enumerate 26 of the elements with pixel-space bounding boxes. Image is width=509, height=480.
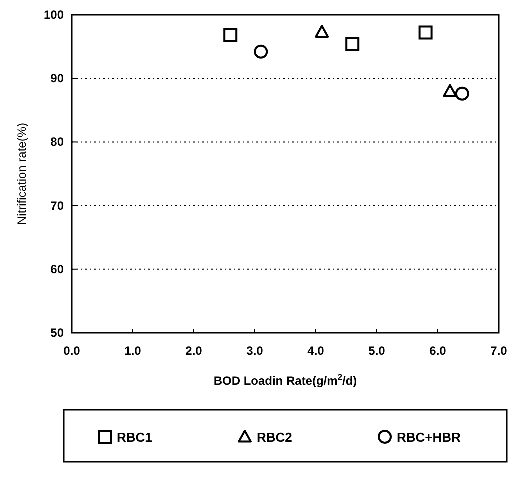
y-tick-label: 90 (50, 72, 64, 86)
point (346, 37, 360, 52)
x-axis-title: BOD Loadin Rate(g/m$^{2}$/d) (214, 372, 358, 388)
point (443, 84, 458, 98)
y-axis-title: Nitrification rate(%) (15, 122, 29, 226)
x-tick-label: 4.0 (308, 344, 325, 358)
y-tick-label: 60 (50, 262, 64, 276)
x-tick-label: 5.0 (368, 344, 386, 358)
point (254, 44, 268, 59)
legend-label: RBC2 (257, 430, 292, 445)
x-tick-label: 7.0 (490, 344, 508, 358)
x-tick-label: 3.0 (246, 344, 264, 358)
x-tick-label: 2.0 (186, 344, 203, 358)
legend-label: RBC+HBR (397, 430, 462, 445)
x-tick-label: 6.0 (430, 344, 447, 358)
point (224, 28, 238, 42)
y-tick-label: 100 (44, 8, 64, 22)
x-tick-label: 1.0 (124, 344, 142, 358)
legend-label: RBC1 (117, 430, 152, 445)
point (315, 25, 330, 38)
point (455, 86, 470, 101)
y-tick-label: 50 (50, 326, 64, 340)
y-tick-label: 80 (50, 135, 64, 150)
point (418, 26, 433, 40)
y-tick-label: 70 (50, 198, 64, 213)
x-tick-label: 0.0 (64, 344, 81, 358)
